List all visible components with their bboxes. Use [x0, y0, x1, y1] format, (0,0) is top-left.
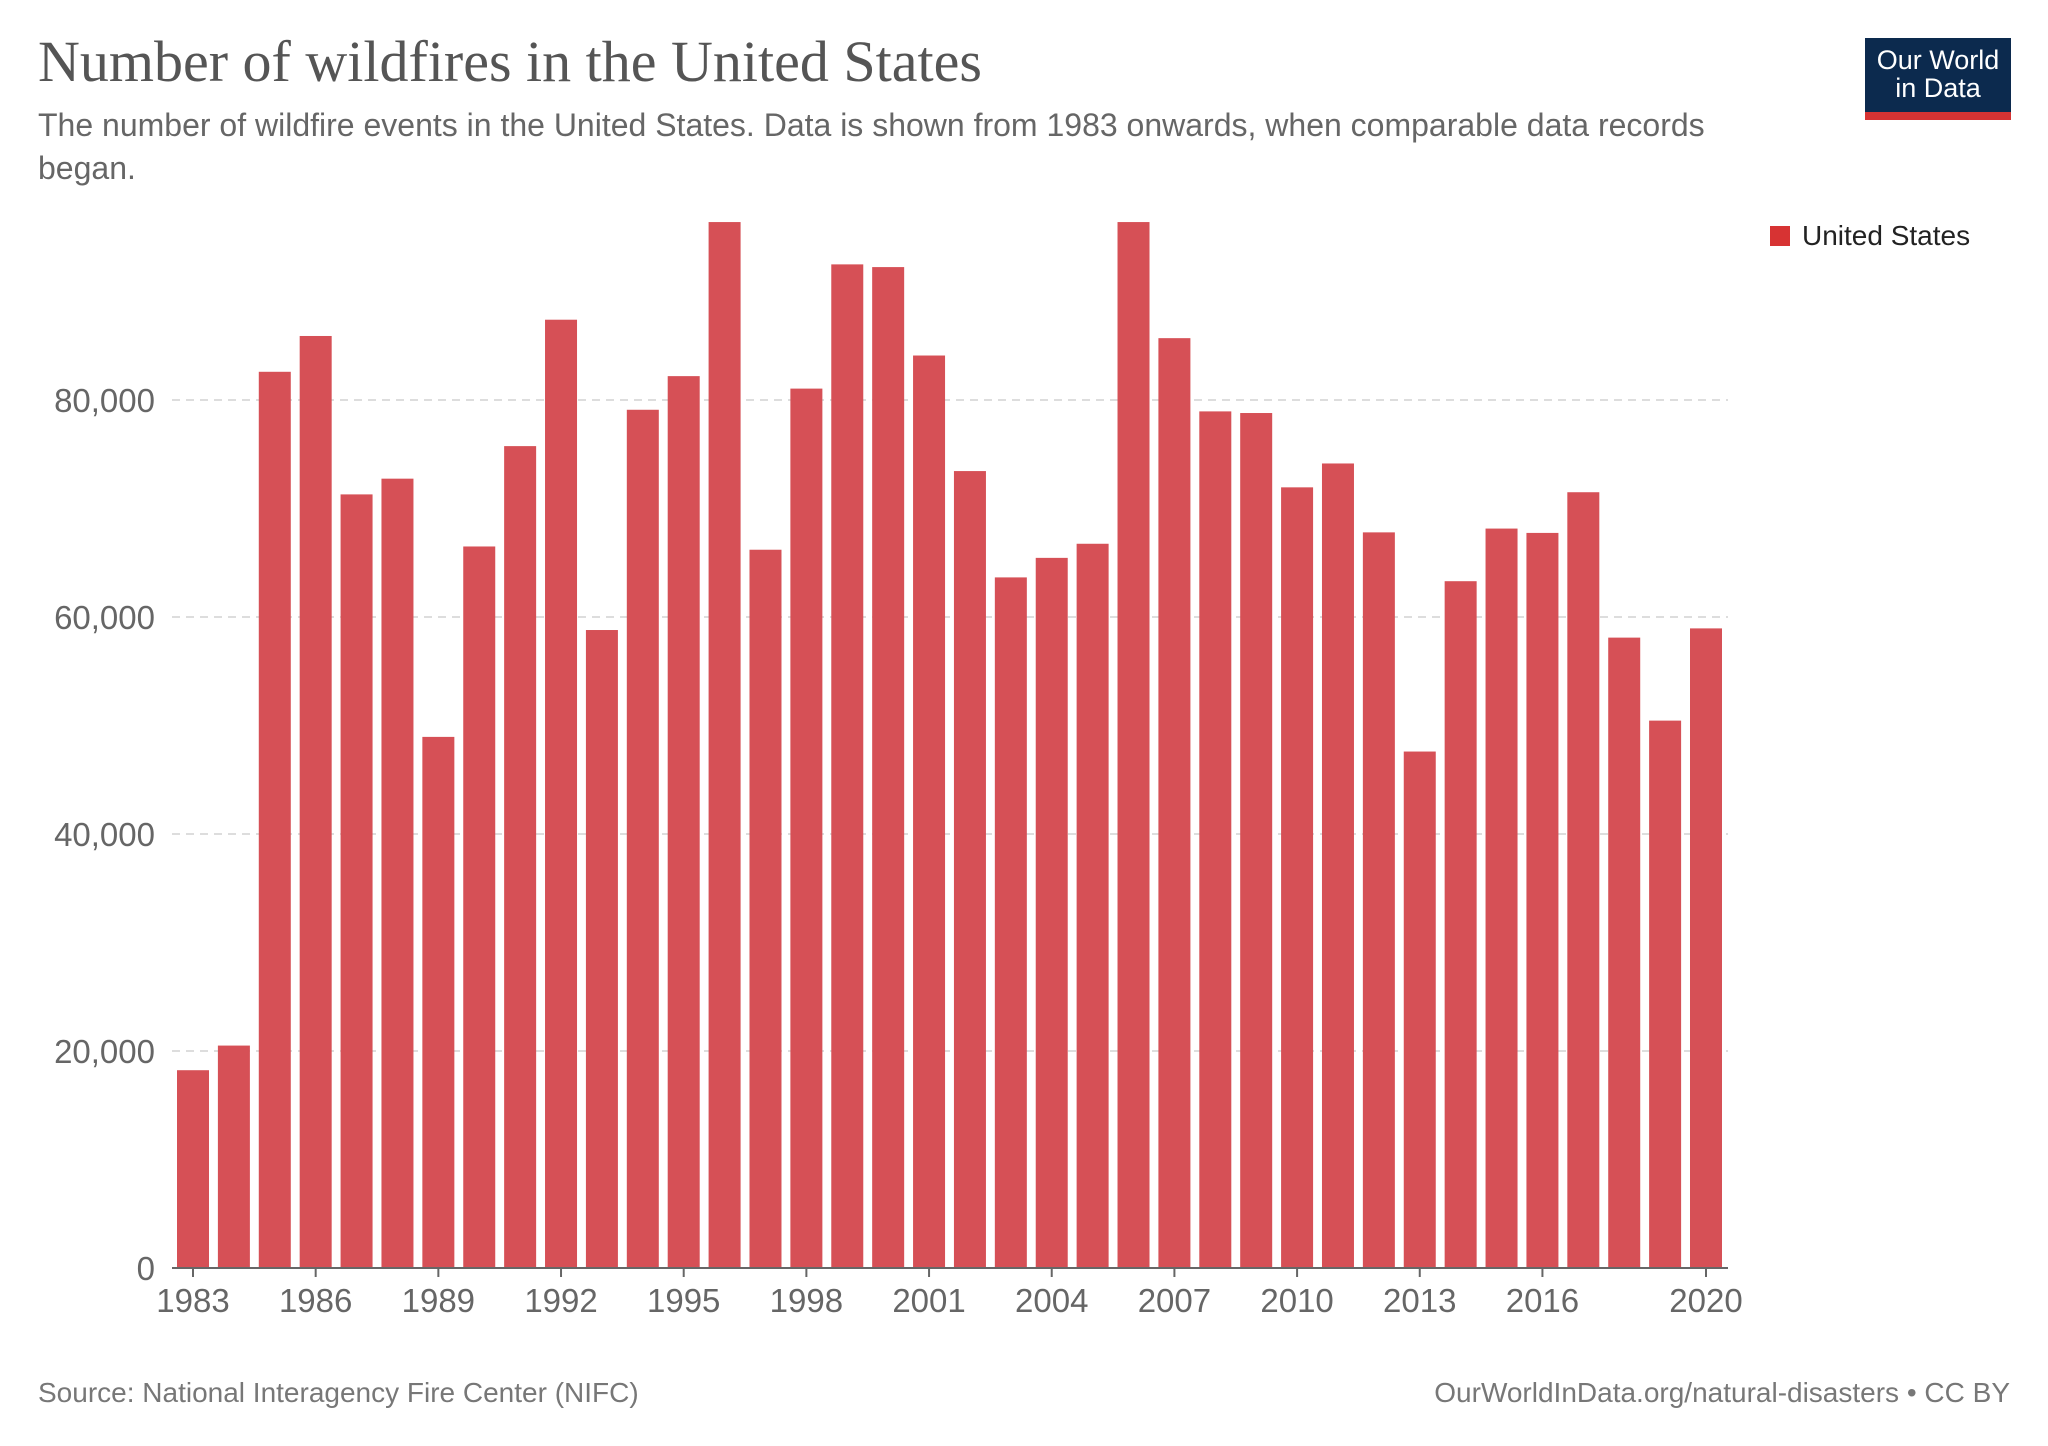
bar-1985[interactable]	[258, 371, 291, 1268]
owid-logo[interactable]: Our World in Data	[1865, 38, 2011, 120]
bar-2010[interactable]	[1281, 487, 1314, 1268]
source-note: Source: National Interagency Fire Center…	[38, 1377, 639, 1408]
bar-2001[interactable]	[913, 355, 946, 1268]
bar-2003[interactable]	[994, 577, 1027, 1268]
legend-label: United States	[1802, 220, 1971, 251]
x-tick-label: 2016	[1506, 1282, 1579, 1319]
bar-2017[interactable]	[1567, 492, 1600, 1269]
bar-1987[interactable]	[340, 494, 373, 1268]
x-tick-label: 1986	[279, 1282, 352, 1319]
x-tick-label: 1998	[770, 1282, 843, 1319]
bar-1984[interactable]	[217, 1045, 250, 1268]
source-link[interactable]: OurWorldInData.org/natural-disasters • C…	[1434, 1377, 2010, 1408]
bar-1988[interactable]	[381, 478, 414, 1269]
y-tick-label: 60,000	[54, 599, 155, 636]
bar-2020[interactable]	[1690, 628, 1722, 1268]
bar-2007[interactable]	[1158, 338, 1191, 1268]
bar-2004[interactable]	[1035, 557, 1068, 1268]
chart-subtitle: The number of wildfire events in the Uni…	[38, 107, 1705, 186]
bar-1994[interactable]	[626, 409, 659, 1268]
x-tick-label: 1989	[402, 1282, 475, 1319]
bar-1991[interactable]	[504, 446, 537, 1268]
bar-2008[interactable]	[1199, 411, 1232, 1269]
bar-2000[interactable]	[872, 267, 905, 1268]
x-tick-label: 2007	[1138, 1282, 1211, 1319]
bar-1997[interactable]	[749, 549, 782, 1268]
x-tick-label: 2013	[1383, 1282, 1456, 1319]
bar-1996[interactable]	[708, 222, 741, 1268]
bar-2005[interactable]	[1076, 543, 1109, 1268]
bar-2019[interactable]	[1649, 720, 1682, 1268]
x-tick-label: 2004	[1015, 1282, 1088, 1319]
bar-1995[interactable]	[667, 376, 700, 1268]
legend-swatch	[1770, 226, 1790, 246]
bar-2015[interactable]	[1485, 528, 1518, 1268]
x-tick-label: 1995	[647, 1282, 720, 1319]
logo-line-1: Our World	[1876, 45, 2000, 75]
x-tick-label: 2010	[1260, 1282, 1333, 1319]
bar-1993[interactable]	[585, 630, 618, 1268]
bar-2012[interactable]	[1362, 532, 1395, 1268]
chart-legend[interactable]: United States	[1770, 220, 1970, 252]
y-tick-label: 40,000	[54, 816, 155, 853]
bar-2006[interactable]	[1117, 222, 1150, 1268]
bar-2013[interactable]	[1403, 751, 1436, 1268]
y-tick-label: 80,000	[54, 382, 155, 419]
logo-line-2: in Data	[1895, 73, 1981, 103]
x-tick-label: 2001	[892, 1282, 965, 1319]
x-tick-label: 2020	[1669, 1282, 1742, 1319]
bar-2016[interactable]	[1526, 532, 1559, 1268]
bar-1992[interactable]	[545, 319, 578, 1269]
y-tick-label: 0	[137, 1250, 155, 1287]
bar-1990[interactable]	[463, 546, 496, 1268]
chart-title: Number of wildfires in the United States	[38, 29, 982, 94]
bar-2002[interactable]	[953, 471, 986, 1268]
bar-1983[interactable]	[177, 1070, 209, 1268]
bar-2018[interactable]	[1608, 637, 1641, 1268]
bar-1989[interactable]	[422, 736, 455, 1268]
bar-2009[interactable]	[1240, 413, 1273, 1268]
bar-2014[interactable]	[1444, 581, 1477, 1268]
bar-2011[interactable]	[1321, 463, 1354, 1268]
x-tick-label: 1992	[524, 1282, 597, 1319]
bar-1986[interactable]	[299, 335, 332, 1268]
y-tick-label: 20,000	[54, 1033, 155, 1070]
bar-1999[interactable]	[831, 264, 864, 1268]
x-tick-label: 1983	[156, 1282, 229, 1319]
bar-1998[interactable]	[790, 388, 823, 1268]
